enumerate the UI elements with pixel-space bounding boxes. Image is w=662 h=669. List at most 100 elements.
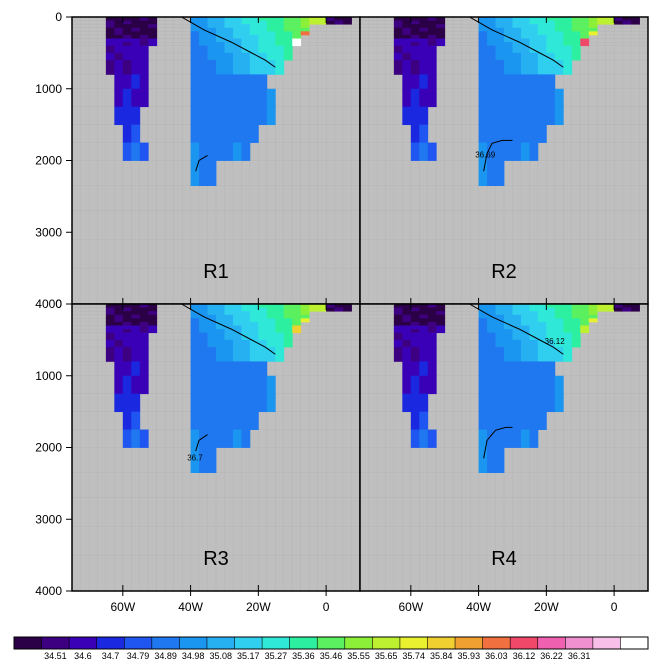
salinity-cell	[122, 142, 132, 161]
x-tick-label: 60W	[398, 600, 423, 614]
salinity-cell	[241, 27, 251, 32]
salinity-cell	[588, 24, 598, 29]
salinity-cell	[478, 34, 488, 39]
salinity-cell	[546, 74, 556, 90]
salinity-cell	[614, 304, 623, 308]
salinity-cell	[537, 52, 547, 61]
salinity-cell	[216, 361, 225, 377]
salinity-cell	[131, 24, 141, 29]
salinity-cell	[232, 17, 242, 21]
salinity-cell	[520, 17, 530, 21]
salinity-cell	[334, 307, 344, 312]
salinity-cell	[207, 347, 217, 362]
salinity-cell	[207, 325, 217, 330]
salinity-cell	[546, 347, 556, 362]
salinity-cell	[241, 347, 251, 362]
salinity-cell	[249, 38, 259, 43]
salinity-cell	[410, 20, 420, 25]
salinity-cell	[554, 17, 564, 21]
salinity-cell	[588, 314, 598, 319]
salinity-cell	[436, 318, 446, 323]
salinity-cell	[504, 60, 513, 75]
salinity-cell	[224, 74, 234, 90]
salinity-cell	[139, 24, 149, 29]
salinity-cell	[300, 314, 310, 319]
salinity-cell	[275, 52, 285, 61]
salinity-cell	[190, 88, 200, 108]
salinity-cell	[300, 20, 310, 25]
salinity-cell	[232, 332, 242, 341]
salinity-cell	[241, 311, 251, 316]
salinity-cell	[631, 17, 640, 21]
salinity-cell	[588, 311, 598, 316]
salinity-cell	[105, 38, 115, 43]
salinity-cell	[402, 393, 412, 413]
salinity-cell	[139, 429, 149, 448]
salinity-cell	[580, 31, 590, 36]
salinity-cell	[105, 321, 115, 326]
salinity-cell	[292, 20, 302, 25]
salinity-cell	[487, 20, 496, 25]
salinity-cell	[504, 20, 513, 25]
salinity-cell	[393, 311, 403, 316]
salinity-cell	[232, 24, 242, 29]
salinity-cell	[249, 329, 259, 334]
salinity-cell	[266, 45, 276, 54]
salinity-cell	[105, 60, 115, 75]
salinity-cell	[478, 332, 488, 341]
salinity-cell	[241, 361, 251, 377]
salinity-cell	[224, 52, 234, 61]
salinity-cell	[216, 20, 225, 25]
salinity-cell	[410, 45, 420, 54]
salinity-cell	[478, 60, 488, 75]
salinity-cell	[554, 27, 564, 32]
salinity-cell	[495, 375, 505, 395]
salinity-cell	[478, 325, 488, 330]
salinity-cell	[402, 311, 412, 316]
salinity-cell	[410, 34, 420, 39]
salinity-cell	[419, 17, 429, 21]
salinity-cell	[207, 332, 217, 341]
salinity-cell	[105, 27, 115, 32]
salinity-cell	[292, 321, 302, 326]
salinity-cell	[427, 311, 437, 316]
y-tick-label: 0	[55, 297, 62, 311]
salinity-cell	[114, 347, 124, 362]
salinity-cell	[597, 17, 607, 21]
salinity-cell	[504, 361, 513, 377]
salinity-cell	[266, 20, 276, 25]
salinity-cell	[309, 20, 319, 25]
salinity-cell	[148, 38, 158, 43]
salinity-cell	[410, 411, 420, 430]
salinity-cell	[495, 314, 505, 319]
salinity-cell	[631, 304, 640, 308]
salinity-cell	[478, 20, 488, 25]
salinity-cell	[554, 20, 564, 25]
salinity-cell	[224, 45, 234, 54]
salinity-cell	[554, 31, 564, 36]
salinity-cell	[190, 447, 200, 474]
salinity-cell	[139, 38, 149, 43]
salinity-cell	[139, 31, 149, 36]
salinity-cell	[597, 304, 607, 308]
salinity-cell	[139, 74, 149, 90]
salinity-cell	[410, 24, 420, 29]
salinity-cell	[419, 34, 429, 39]
salinity-cell	[419, 27, 429, 32]
salinity-cell	[249, 27, 259, 32]
salinity-cell	[148, 318, 158, 323]
salinity-cell	[537, 74, 547, 90]
salinity-cell	[436, 42, 446, 47]
salinity-cell	[122, 304, 132, 308]
colorbar-swatch	[455, 637, 483, 649]
salinity-cell	[283, 45, 293, 54]
salinity-cell	[614, 307, 623, 312]
salinity-cell	[436, 321, 446, 326]
salinity-cell	[199, 321, 208, 326]
salinity-cell	[571, 42, 581, 47]
salinity-cell	[283, 38, 293, 43]
colorbar-label: 35.55	[347, 651, 370, 661]
salinity-cell	[563, 318, 573, 323]
salinity-cell	[241, 31, 251, 36]
salinity-cell	[512, 321, 522, 326]
